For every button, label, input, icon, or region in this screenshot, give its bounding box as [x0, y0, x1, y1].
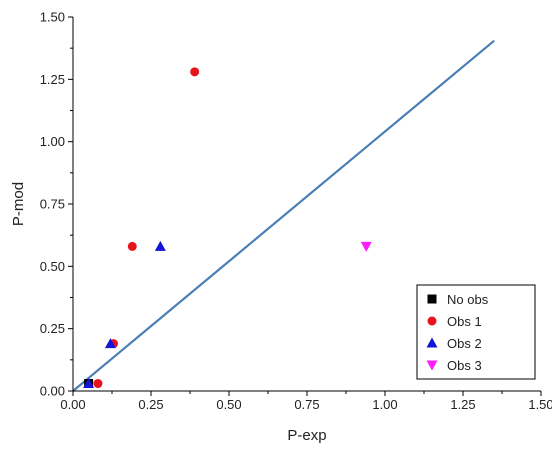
point-obs-2-1: [155, 241, 166, 251]
y-tick-label-3: 0.50: [40, 259, 65, 274]
point-obs-1-1: [190, 67, 199, 76]
x-tick-label-1: 0.00: [60, 397, 85, 412]
point-obs-1-2: [128, 242, 137, 251]
legend-marker-obs-1: [428, 317, 437, 326]
y-tick-label-5: 1.00: [40, 134, 65, 149]
x-tick-label-3: 0.50: [216, 397, 241, 412]
y-axis-title: P-mod: [10, 182, 27, 226]
legend-label-obs-2: Obs 2: [447, 336, 482, 351]
x-tick-label-4: 0.75: [294, 397, 319, 412]
x-tick-label-5: 1.00: [372, 397, 397, 412]
legend-label-no-obs: No obs: [447, 292, 489, 307]
x-axis-title: P-exp: [287, 427, 326, 444]
y-tick-label-2: 0.25: [40, 321, 65, 336]
x-tick-label-7: 1.50: [528, 397, 552, 412]
point-obs-3-1: [361, 242, 372, 252]
x-tick-label-6: 1.25: [450, 397, 475, 412]
legend: No obs Obs 1 Obs 2 Obs 3: [417, 285, 535, 379]
point-obs-1-4: [93, 379, 102, 388]
y-tick-label-7: 1.50: [40, 10, 65, 25]
y-tick-label-1: 0.00: [40, 384, 65, 399]
y-tick-label-4: 0.75: [40, 197, 65, 212]
legend-label-obs-3: Obs 3: [447, 358, 482, 373]
legend-label-obs-1: Obs 1: [447, 314, 482, 329]
y-tick-label-6: 1.25: [40, 72, 65, 87]
legend-marker-no-obs: [428, 295, 437, 304]
x-tick-label-2: 0.25: [138, 397, 163, 412]
